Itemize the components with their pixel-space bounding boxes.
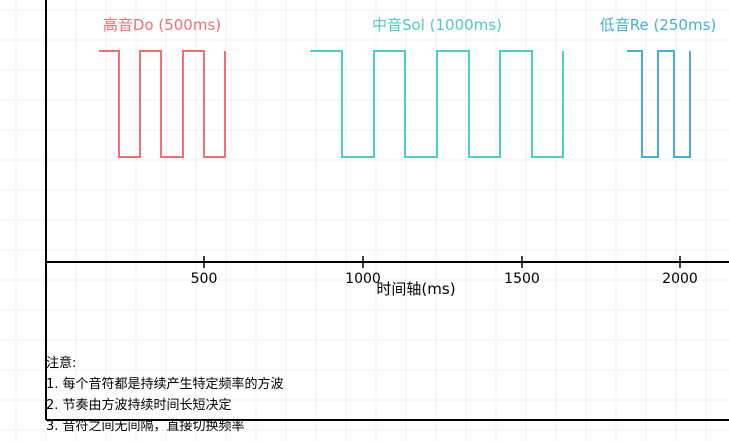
note-line-1: 1. 每个音符都是持续产生特定频率的方波	[46, 377, 284, 392]
time-axis-label: 时间轴(ms)	[376, 280, 455, 298]
note-line-2: 2. 节奏由方波持续时间长短决定	[46, 398, 232, 413]
time-axis-ticks: 500 1000 1500 2000	[191, 256, 698, 287]
wave-do: 高音Do (500ms)	[99, 16, 226, 158]
notes-block: 注意: 1. 每个音符都是持续产生特定频率的方波 2. 节奏由方波持续时间长短决…	[46, 353, 284, 437]
note-line-3: 3. 音符之间无间隔，直接切换频率	[46, 419, 245, 434]
tick-label-500: 500	[191, 271, 218, 287]
wave-re-label: 低音Re (250ms)	[600, 16, 717, 34]
wave-sol: 中音Sol (1000ms)	[310, 16, 564, 158]
tick-label-1000: 1000	[345, 271, 381, 287]
wave-do-label: 高音Do (500ms)	[103, 16, 221, 34]
wave-re-signal	[627, 50, 691, 158]
tick-label-2000: 2000	[662, 271, 698, 287]
wave-sol-signal	[310, 50, 564, 158]
wave-do-signal	[99, 50, 226, 158]
wave-re: 低音Re (250ms)	[600, 16, 717, 158]
tick-label-1500: 1500	[504, 271, 540, 287]
wave-sol-label: 中音Sol (1000ms)	[372, 16, 502, 34]
notes-title: 注意:	[46, 356, 77, 371]
